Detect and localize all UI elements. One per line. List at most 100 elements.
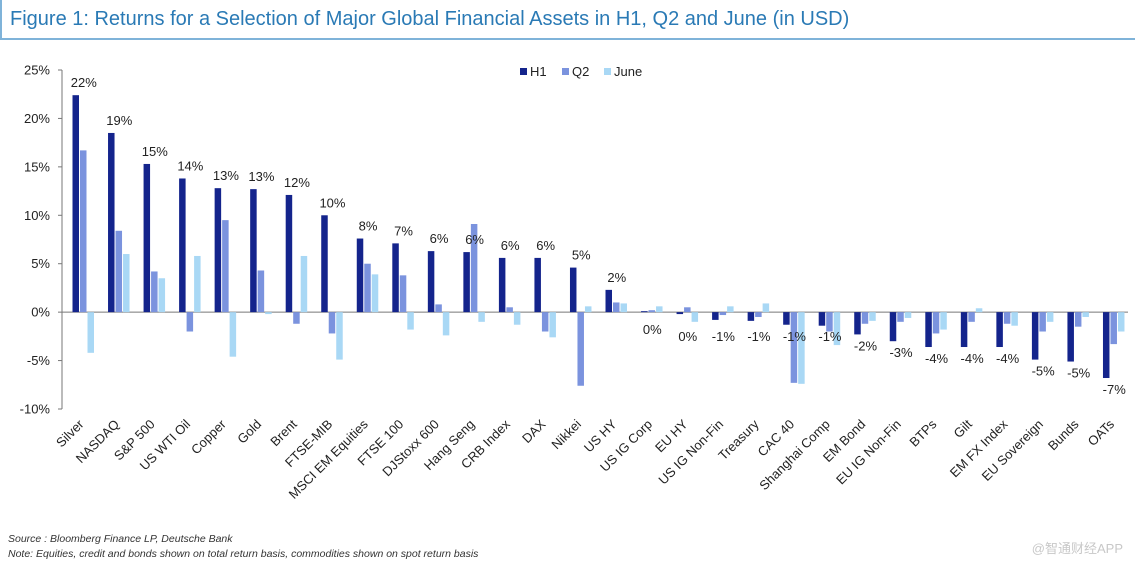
- y-tick-label: -5%: [27, 353, 51, 368]
- bar-q2: [968, 312, 975, 322]
- bar-h1: [889, 312, 897, 342]
- y-tick-label: 0%: [31, 305, 50, 320]
- bar-q2: [151, 271, 158, 313]
- bar-june: [336, 312, 343, 360]
- y-tick-label: 15%: [24, 159, 50, 174]
- data-label: -4%: [925, 351, 949, 366]
- bar-h1: [783, 312, 790, 325]
- data-label: 6%: [501, 238, 520, 253]
- y-tick-label: 20%: [24, 111, 50, 126]
- bar-h1: [569, 267, 577, 313]
- bar-q2: [861, 312, 869, 324]
- bar-june: [975, 308, 983, 313]
- bar-q2: [1039, 312, 1046, 332]
- bar-june: [620, 303, 627, 313]
- bar-q2: [790, 312, 798, 383]
- bar-q2: [186, 312, 194, 332]
- bar-h1: [1031, 312, 1039, 360]
- bar-h1: [996, 312, 1003, 348]
- bar-h1: [72, 95, 79, 313]
- y-tick-label: 10%: [24, 208, 50, 223]
- bar-june: [798, 312, 805, 384]
- bar-june: [442, 312, 450, 336]
- bar-q2: [541, 312, 549, 332]
- bar-q2: [826, 312, 833, 332]
- bar-h1: [356, 238, 364, 313]
- bar-h1: [712, 312, 719, 320]
- data-label: -5%: [1032, 364, 1056, 379]
- bar-q2: [755, 312, 762, 317]
- data-label: 6%: [536, 238, 555, 253]
- bar-june: [513, 312, 521, 325]
- legend-swatch-june: [604, 68, 611, 75]
- bar-q2: [1003, 312, 1011, 324]
- bar-h1: [463, 252, 470, 313]
- bar-q2: [115, 230, 123, 313]
- source-note: Source : Bloomberg Finance LP, Deutsche …: [8, 533, 233, 545]
- bar-june: [869, 312, 876, 321]
- bar-q2: [222, 220, 229, 313]
- bar-h1: [392, 243, 399, 313]
- bar-q2: [435, 304, 442, 313]
- bar-june: [833, 312, 841, 346]
- bar-june: [478, 312, 485, 322]
- y-tick-label: 5%: [31, 256, 50, 271]
- category-label: Brent: [267, 416, 300, 449]
- data-label: 14%: [177, 158, 203, 173]
- bar-june: [87, 312, 94, 353]
- data-label: 10%: [319, 195, 345, 210]
- data-label: 22%: [71, 75, 97, 90]
- bar-h1: [605, 289, 612, 313]
- bar-q2: [577, 312, 584, 386]
- bar-q2: [293, 312, 300, 324]
- bar-h1: [498, 257, 506, 313]
- bar-june: [407, 312, 414, 330]
- bar-june: [727, 306, 734, 313]
- bar-june: [584, 306, 592, 313]
- bar-june: [940, 312, 947, 330]
- title-accent-rule: [0, 0, 2, 40]
- category-label: Gilt: [951, 416, 976, 441]
- data-label: -7%: [1103, 382, 1127, 397]
- bar-q2: [1110, 312, 1117, 345]
- bar-june: [371, 274, 379, 313]
- bar-q2: [328, 312, 336, 334]
- bar-june: [656, 306, 663, 313]
- data-label: 12%: [284, 175, 310, 190]
- data-label: 5%: [572, 248, 591, 263]
- bar-h1: [250, 189, 257, 313]
- data-label: 0%: [678, 329, 697, 344]
- category-label: Bunds: [1045, 416, 1082, 453]
- y-tick-label: -10%: [20, 402, 51, 417]
- bar-h1: [214, 188, 222, 313]
- category-label: Copper: [188, 416, 229, 457]
- bar-q2: [719, 312, 727, 316]
- bar-q2: [506, 307, 513, 313]
- data-label: -2%: [854, 338, 878, 353]
- bar-june: [762, 303, 770, 313]
- bar-june: [549, 312, 556, 338]
- data-label: 13%: [213, 168, 239, 183]
- data-label: 6%: [465, 232, 484, 247]
- bar-june: [904, 312, 912, 318]
- category-label: EU IG Non-Fin: [833, 417, 904, 488]
- category-label: OATs: [1085, 416, 1118, 449]
- bar-june: [1046, 312, 1054, 322]
- y-tick-label: 25%: [24, 63, 50, 78]
- legend-label-q2: Q2: [572, 64, 589, 79]
- bar-h1: [1102, 312, 1110, 379]
- bar-june: [1011, 312, 1018, 326]
- bar-q2: [1074, 312, 1082, 327]
- data-label: -1%: [818, 329, 842, 344]
- bar-h1: [747, 312, 755, 321]
- bar-q2: [257, 270, 265, 313]
- bar-h1: [960, 312, 968, 348]
- bar-june: [158, 278, 166, 313]
- watermark: @智通财经APP: [1031, 541, 1123, 556]
- chart-title: Figure 1: Returns for a Selection of Maj…: [10, 8, 850, 30]
- data-label: -5%: [1067, 366, 1091, 381]
- legend-label-june: June: [614, 64, 642, 79]
- bar-q2: [648, 310, 656, 313]
- bar-q2: [897, 312, 904, 322]
- data-label: -4%: [996, 351, 1020, 366]
